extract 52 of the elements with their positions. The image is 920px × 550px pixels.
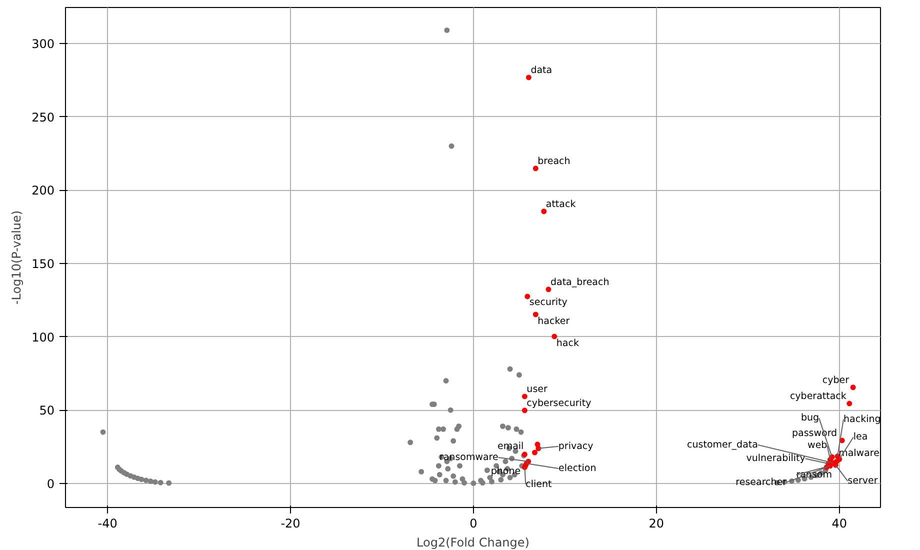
annotation: hack [556,338,580,349]
annotation: user [526,384,548,395]
point [850,384,856,390]
point [532,450,538,456]
y-tick-label: 200 [32,184,54,198]
x-axis-title: Log2(Fold Change) [416,536,530,550]
annotation: vulnerability [746,453,806,464]
annotation: researcher [736,476,787,488]
annotation: server [848,476,878,487]
annotation: security [529,296,568,308]
point [541,208,547,214]
annotation: breach [538,156,570,167]
point [524,294,530,300]
annotation: customer_data [687,439,758,450]
y-tick-label: 100 [32,330,54,344]
y-tick-label: 50 [39,404,55,418]
y-tick-label: 250 [32,110,54,124]
x-tick-label: 20 [648,516,664,530]
x-tick-label: -20 [280,516,300,530]
annotation: cyberattack [790,391,847,402]
x-tick-label: 40 [832,516,847,530]
annotation: cyber [822,374,850,386]
annotation: phone [490,466,521,477]
point [532,312,538,318]
annotation: ransom [796,469,832,480]
point [526,74,532,80]
point [522,408,528,414]
x-tick-label: 0 [470,516,478,530]
annotation: email [497,440,524,452]
annotation: web [808,440,828,452]
annotation: hacking [844,414,881,425]
y-axis-title: -Log10(P-value) [10,210,24,305]
point [546,286,552,292]
annotation: attack [546,198,576,210]
annotation: bug [800,412,820,424]
point [552,334,558,340]
y-tick-label: 0 [46,476,55,491]
point [522,394,528,400]
point [846,400,852,406]
annotation: election [558,463,596,474]
annotation: ransomware [439,452,498,463]
annotation: hacker [538,316,570,327]
annotation: client [526,478,552,490]
y-tick-label: 150 [32,256,54,271]
annotation: data [530,64,552,76]
annotation: cybersecurity [526,398,592,409]
annotation: lea [853,432,868,443]
y-tick-label: 300 [32,36,54,51]
x-tick-label: -40 [98,516,118,530]
point [532,166,538,172]
annotation: privacy [558,440,594,452]
annotation: data_breach [550,276,610,288]
